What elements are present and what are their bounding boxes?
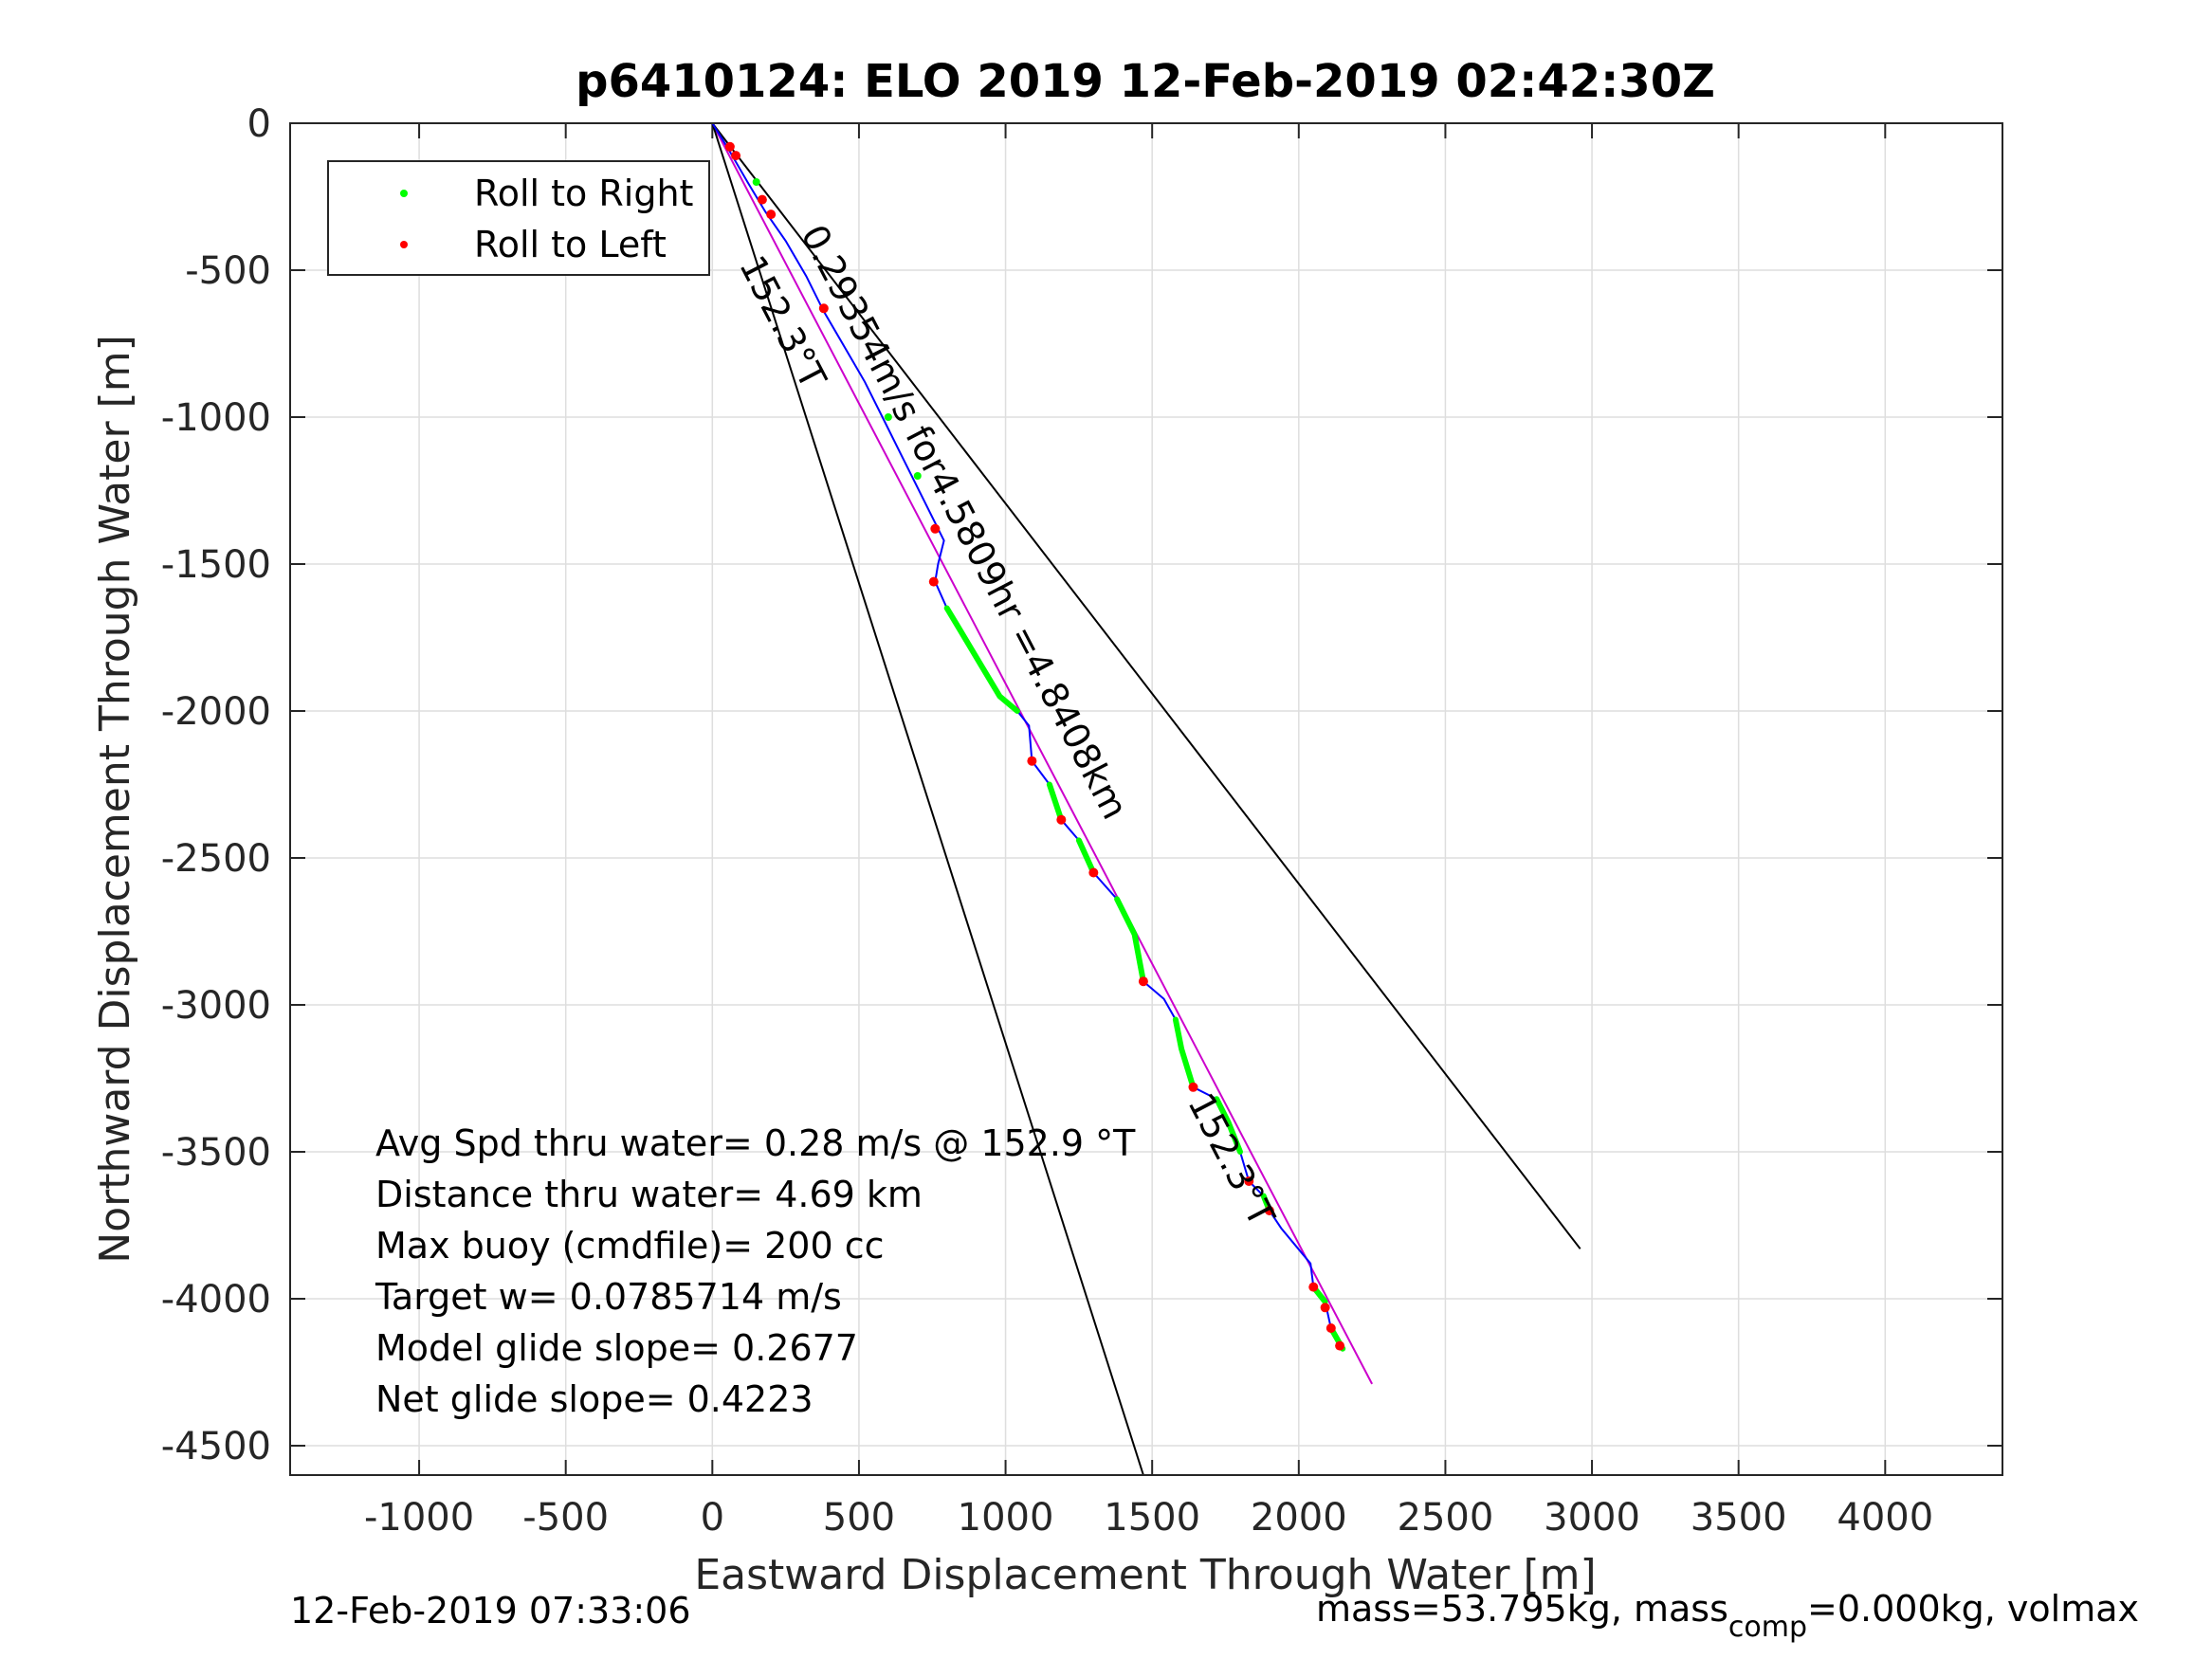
x-tick-label: 4000 — [1837, 1496, 1933, 1540]
roll-left-point — [724, 141, 735, 152]
roll-right-segment — [1046, 781, 1065, 823]
plot-frame — [289, 122, 2003, 1476]
footer-mass-info: mass=53.795kg, masscomp=0.000kg, volmax — [1316, 1588, 2139, 1644]
plot-area — [290, 123, 2002, 1475]
x-tick-label: -500 — [522, 1496, 609, 1540]
x-tick-label: 1500 — [1104, 1496, 1200, 1540]
y-tick-label: -1000 — [161, 396, 271, 440]
y-tick-label: -2000 — [161, 690, 271, 734]
roll-left-point — [731, 151, 741, 161]
stat-model-glide: Model glide slope= 0.2677 — [375, 1327, 858, 1369]
stat-distance: Distance thru water= 4.69 km — [375, 1174, 923, 1215]
stat-max-buoy: Max buoy (cmdfile)= 200 cc — [375, 1225, 885, 1267]
x-tick-label: -1000 — [364, 1496, 474, 1540]
legend-marker-roll-left — [400, 241, 408, 248]
x-tick-label: 3500 — [1691, 1496, 1787, 1540]
roll-right-point — [884, 413, 892, 421]
y-tick-label: -4500 — [161, 1425, 271, 1468]
reference-lines — [711, 122, 1581, 1476]
x-tick-label: 2500 — [1398, 1496, 1494, 1540]
roll-left-point — [1138, 976, 1148, 987]
roll-left-point — [1244, 1176, 1254, 1186]
roll-left-point — [1308, 1282, 1319, 1292]
x-tick-labels: -1000 -500 0 500 1000 1500 2000 2500 3000 3500 400… — [364, 1496, 1933, 1540]
roll-left-point — [1325, 1323, 1336, 1333]
mass-subscript: comp — [1728, 1611, 1807, 1644]
roll-left-point — [766, 210, 777, 220]
net-glide-line — [711, 122, 1374, 1385]
y-tick-label: 0 — [247, 102, 271, 146]
roll-left-point — [928, 576, 939, 587]
mass-text-b: =0.000kg, volmax — [1807, 1588, 2139, 1630]
x-tick-label: 500 — [823, 1496, 895, 1540]
stats-block: Avg Spd thru water= 0.28 m/s @ 152.9 °T … — [375, 1122, 1136, 1420]
footer-timestamp: 12-Feb-2019 07:33:06 — [290, 1590, 691, 1632]
roll-left-point — [930, 523, 941, 534]
roll-left-point — [1320, 1303, 1330, 1313]
legend-label-roll-right: Roll to Right — [474, 173, 693, 214]
legend-label-roll-left: Roll to Left — [474, 224, 667, 265]
y-tick-label: -1500 — [161, 543, 271, 587]
y-axis-label: Northward Displacement Through Water [m] — [91, 335, 139, 1263]
bound-line-left — [711, 122, 1144, 1476]
x-tick-label: 1000 — [958, 1496, 1054, 1540]
x-tick-label: 3000 — [1544, 1496, 1640, 1540]
y-tick-label: -4000 — [161, 1278, 271, 1322]
roll-right-segment — [1114, 896, 1146, 985]
legend-marker-roll-right — [400, 190, 408, 197]
roll-right-segment — [943, 605, 1020, 714]
mass-text-a: mass=53.795kg, mass — [1316, 1588, 1728, 1630]
roll-left-point — [1088, 867, 1099, 878]
legend: Roll to Right Roll to Left — [327, 160, 710, 276]
y-tick-label: -3000 — [161, 984, 271, 1028]
x-tick-label: 0 — [701, 1496, 724, 1540]
roll-left-point — [1264, 1206, 1274, 1215]
roll-left-point — [1188, 1082, 1198, 1092]
chart-title: p6410124: ELO 2019 12-Feb-2019 02:42:30Z — [576, 55, 1715, 108]
roll-right-point — [913, 472, 922, 480]
roll-right-segment — [1075, 837, 1097, 876]
x-axis-label: Eastward Displacement Through Water [m] — [694, 1551, 1596, 1599]
roll-left-point — [1335, 1340, 1345, 1351]
roll-right-segment — [1214, 1096, 1243, 1155]
stat-target-w: Target w= 0.0785714 m/s — [375, 1276, 842, 1318]
roll-left-point — [818, 303, 829, 314]
x-tick-label: 2000 — [1251, 1496, 1347, 1540]
y-tick-label: -3500 — [161, 1131, 271, 1175]
legend-box — [327, 160, 710, 276]
y-tick-labels: 0 -500 -1000 -1500 -2000 -2500 -3000 -3500 -4000… — [161, 102, 271, 1468]
roll-markers — [724, 141, 1346, 1352]
roll-left-point — [1056, 814, 1067, 825]
bound-line-right — [711, 122, 1581, 1249]
roll-left-point — [1027, 756, 1037, 766]
roll-right-point — [752, 178, 760, 186]
stat-net-glide: Net glide slope= 0.4223 — [375, 1378, 814, 1420]
roll-right-segment — [1172, 1016, 1197, 1090]
roll-left-point — [757, 194, 767, 205]
stat-avg-speed: Avg Spd thru water= 0.28 m/s @ 152.9 °T — [375, 1122, 1136, 1164]
y-tick-label: -2500 — [161, 837, 271, 881]
y-tick-label: -500 — [185, 249, 271, 293]
